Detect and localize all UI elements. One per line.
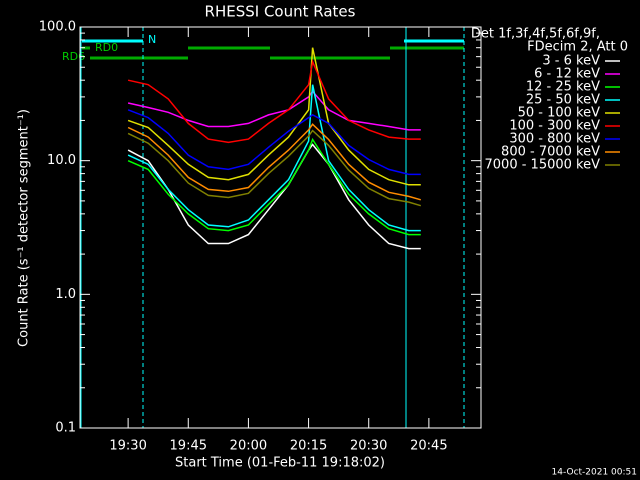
x-axis-label: Start Time (01-Feb-11 19:18:02) [175,456,385,471]
annotation: N [148,33,156,46]
x-tick-label: 20:45 [410,439,447,454]
state-bars [82,39,464,60]
legend-label: 6 - 12 keV [534,67,600,82]
y-tick-label: 100.0 [39,20,76,35]
y-tick-label: 10.0 [47,153,76,168]
x-tick-label: 20:30 [350,439,387,454]
series-line [127,84,421,232]
legend-label: 300 - 800 keV [509,132,600,147]
axes-frame [79,26,482,429]
series-line [127,123,422,201]
legend-label: 12 - 25 keV [526,80,600,95]
legend-label: 50 - 100 keV [518,106,601,121]
legend-header: FDecim 2, Att 0 [527,40,628,55]
annotation: RD0 [95,41,118,54]
chart-title: RHESSI Count Rates [205,3,356,21]
y-axis-label: Count Rate (s⁻¹ detector segment⁻¹) [17,109,32,347]
series-line [127,59,421,144]
series-line [127,137,421,236]
plot-area [127,47,422,250]
legend-label: 800 - 7000 keV [501,145,600,160]
timestamp: 14-Oct-2021 00:51 [552,468,637,478]
series-line [127,129,422,207]
x-tick-label: 20:00 [230,439,267,454]
x-tick-label: 19:45 [170,439,207,454]
legend-label: 7000 - 15000 keV [485,158,601,173]
series-line [127,47,421,186]
x-tick-label: 20:15 [290,439,327,454]
annotation: RD6 [62,50,85,63]
legend-label: 100 - 300 keV [509,119,600,134]
y-tick-label: 1.0 [55,287,76,302]
y-tick-label: 0.1 [55,421,76,436]
series-line [127,109,421,176]
x-tick-label: 19:30 [109,439,146,454]
legend-header: Det 1f,3f,4f,5f,6f,9f, [471,27,600,42]
legend-label: 3 - 6 keV [542,54,600,69]
legend-label: 25 - 50 keV [526,93,600,108]
